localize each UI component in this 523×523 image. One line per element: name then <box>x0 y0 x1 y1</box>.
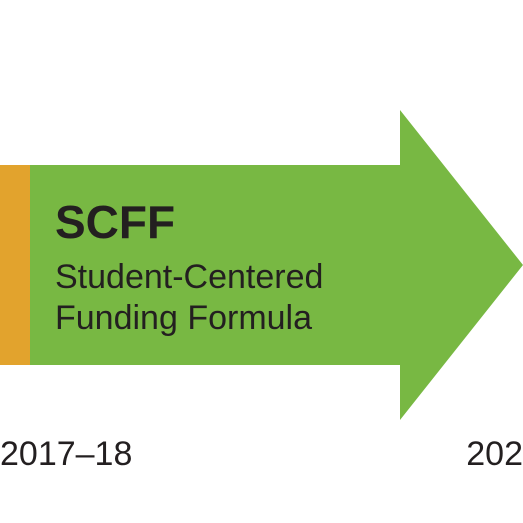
subtitle-line2: Funding Formula <box>55 299 312 337</box>
year-start-label: 2017–18 <box>0 435 132 474</box>
subtitle-line1: Student-Centered <box>55 258 323 296</box>
year-end-label: 202 <box>466 435 523 474</box>
timeline-arrow: SCFF Student-Centered Funding Formula <box>0 110 523 420</box>
arrow-text-block: SCFF Student-Centered Funding Formula <box>55 195 323 339</box>
acronym-label: SCFF <box>55 195 323 249</box>
subtitle-label: Student-Centered Funding Formula <box>55 257 323 339</box>
